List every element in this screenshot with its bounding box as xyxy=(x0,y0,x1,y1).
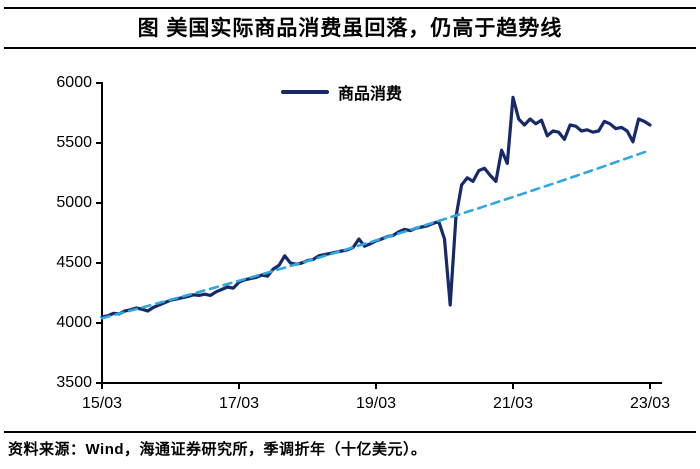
footer-rule xyxy=(4,431,696,433)
y-axis-tick-label: 5000 xyxy=(56,194,92,211)
legend-line-swatch xyxy=(281,90,329,94)
y-axis-tick-label: 6000 xyxy=(56,74,92,91)
source-note: 资料来源：Wind，海通证券研究所，季调折年（十亿美元）。 xyxy=(8,441,427,458)
x-axis-tick-label: 23/03 xyxy=(629,395,671,412)
y-axis-tick-label: 3500 xyxy=(56,374,92,391)
series-line-goods-consumption xyxy=(100,95,652,319)
title-rule-top xyxy=(4,7,696,9)
axes xyxy=(96,82,662,389)
legend-label: 商品消费 xyxy=(338,86,403,103)
title-rule-bottom xyxy=(4,47,696,49)
x-axis-tick-label: 19/03 xyxy=(355,395,397,412)
page-title: 图 美国实际商品消费虽回落，仍高于趋势线 xyxy=(137,17,563,40)
y-axis-tick-label: 4500 xyxy=(56,254,92,271)
x-axis-tick-label: 15/03 xyxy=(81,395,123,412)
x-axis-tick-label: 21/03 xyxy=(492,395,534,412)
legend: 商品消费 xyxy=(281,80,402,104)
x-axis-tick-label: 17/03 xyxy=(218,395,260,412)
y-axis-tick-label: 5500 xyxy=(56,134,92,151)
trend-line-dashed xyxy=(100,148,652,320)
y-axis-tick-label: 4000 xyxy=(56,314,92,331)
